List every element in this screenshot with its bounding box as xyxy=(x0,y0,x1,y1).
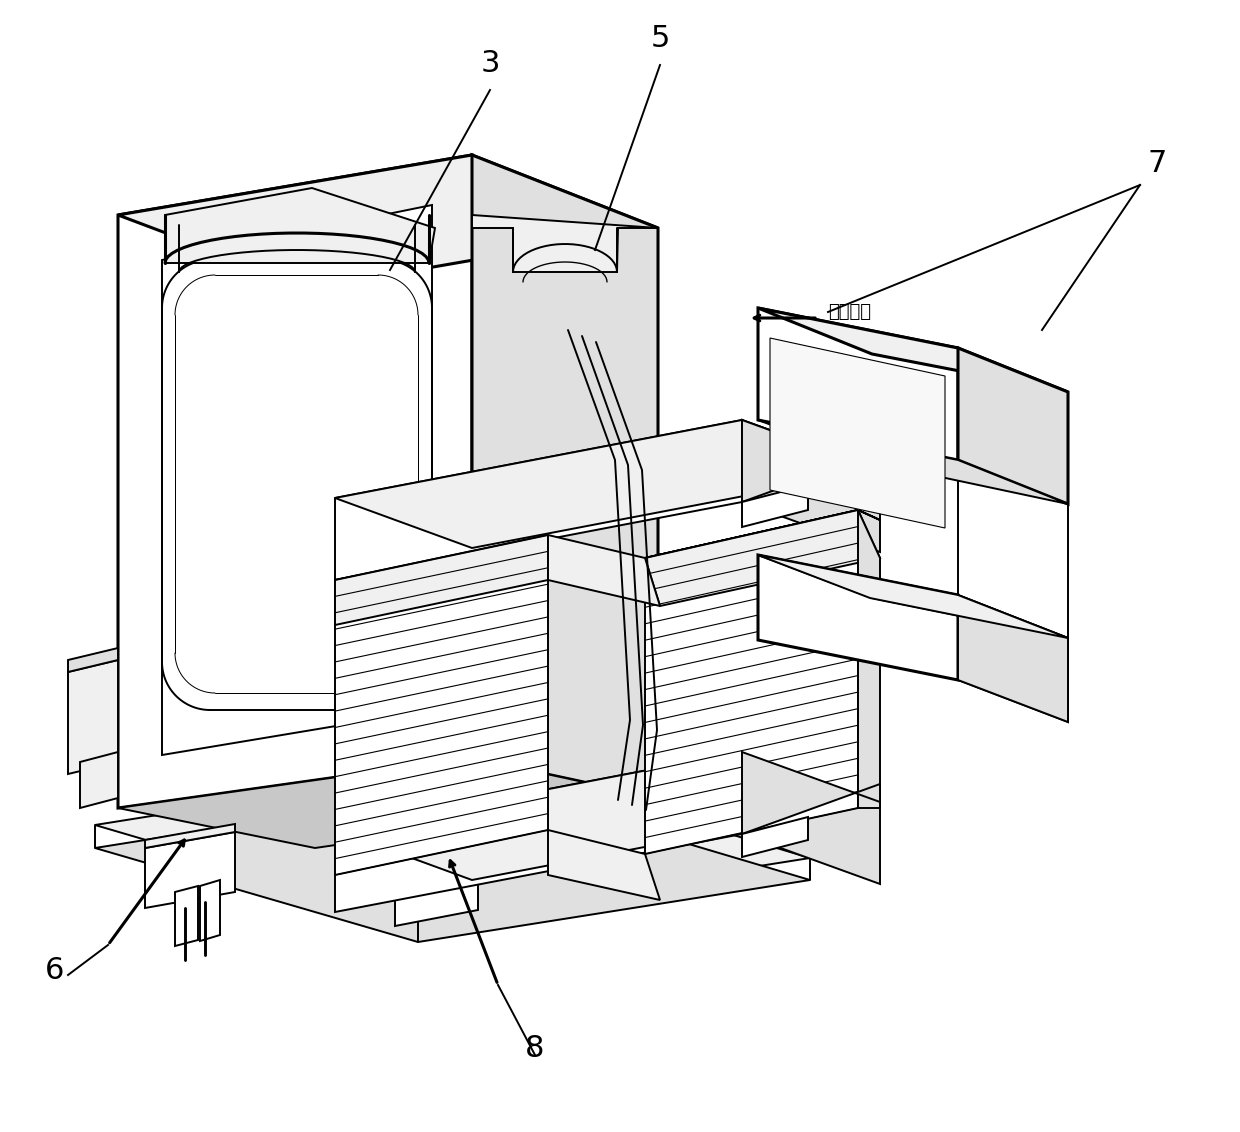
Polygon shape xyxy=(396,844,477,868)
Polygon shape xyxy=(165,188,435,263)
Polygon shape xyxy=(145,832,236,908)
Polygon shape xyxy=(645,511,858,854)
Polygon shape xyxy=(758,308,959,460)
Polygon shape xyxy=(770,338,945,528)
Polygon shape xyxy=(118,155,658,288)
Text: 3: 3 xyxy=(480,49,500,78)
Polygon shape xyxy=(200,880,219,941)
Polygon shape xyxy=(758,555,959,680)
Polygon shape xyxy=(742,752,880,884)
Polygon shape xyxy=(742,420,880,552)
Text: 电流输入: 电流输入 xyxy=(828,303,870,321)
Polygon shape xyxy=(758,308,1068,392)
Polygon shape xyxy=(645,511,880,606)
Polygon shape xyxy=(645,511,880,558)
Polygon shape xyxy=(68,660,118,774)
Polygon shape xyxy=(959,348,1068,504)
Polygon shape xyxy=(758,420,1068,504)
Polygon shape xyxy=(68,648,118,672)
Polygon shape xyxy=(758,555,1068,638)
Text: 7: 7 xyxy=(1148,149,1167,178)
Polygon shape xyxy=(858,511,880,808)
Polygon shape xyxy=(162,205,432,755)
Polygon shape xyxy=(742,420,880,501)
Text: 6: 6 xyxy=(46,957,64,985)
Text: 5: 5 xyxy=(650,24,670,53)
Polygon shape xyxy=(959,595,1068,722)
Polygon shape xyxy=(95,762,810,920)
Polygon shape xyxy=(145,824,236,848)
Polygon shape xyxy=(742,484,808,528)
Polygon shape xyxy=(335,752,742,912)
Polygon shape xyxy=(118,758,658,848)
Polygon shape xyxy=(335,535,548,875)
Text: 8: 8 xyxy=(526,1034,544,1063)
Polygon shape xyxy=(81,752,118,808)
Polygon shape xyxy=(95,784,810,942)
Polygon shape xyxy=(742,817,808,857)
Polygon shape xyxy=(118,155,472,808)
Polygon shape xyxy=(758,555,1068,638)
Polygon shape xyxy=(472,215,658,272)
Polygon shape xyxy=(959,348,1068,722)
Polygon shape xyxy=(335,752,880,880)
Polygon shape xyxy=(472,155,658,798)
Polygon shape xyxy=(335,535,548,625)
Polygon shape xyxy=(175,886,198,946)
Polygon shape xyxy=(396,852,477,926)
Polygon shape xyxy=(548,535,660,606)
Polygon shape xyxy=(548,830,660,900)
Polygon shape xyxy=(335,420,880,548)
Polygon shape xyxy=(742,752,880,834)
Polygon shape xyxy=(335,420,742,580)
